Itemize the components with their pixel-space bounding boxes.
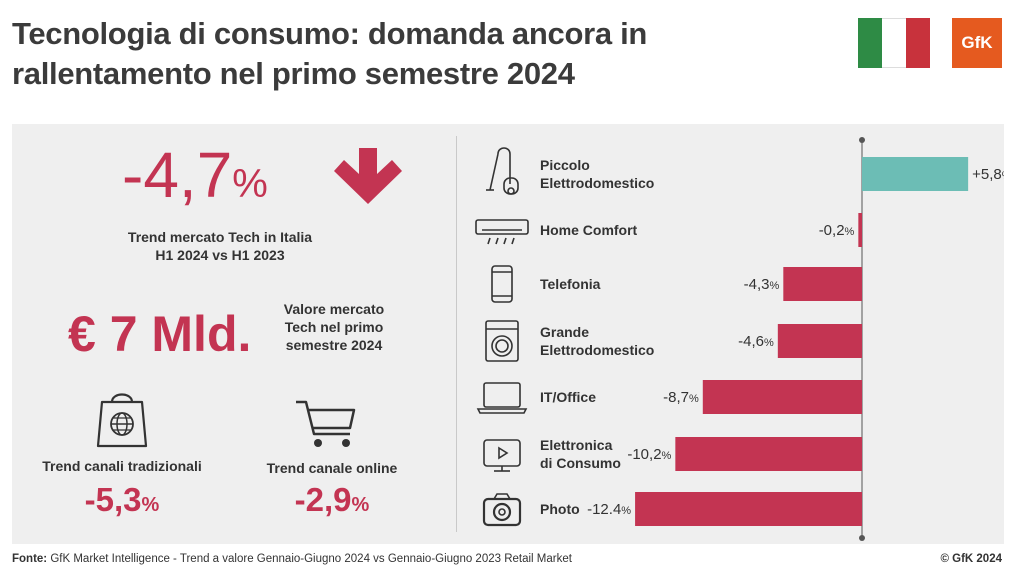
tv-icon [483, 439, 521, 472]
bar [675, 437, 862, 471]
bar [783, 267, 862, 301]
title-line-1: Tecnologia di consumo: domanda ancora in [12, 16, 648, 51]
value-label: -4,3% [744, 276, 780, 293]
camera-icon [482, 493, 522, 527]
value-label: +5,8% [972, 166, 1004, 183]
shopping-bag-icon [96, 393, 148, 448]
bar [635, 492, 862, 526]
value-label: -4,6% [738, 333, 774, 350]
category-label: Photo [540, 501, 580, 517]
market-value-label: Valore mercato Tech nel primo semestre 2… [283, 301, 385, 353]
vacuum-cleaner-icon [486, 147, 519, 195]
tech-trend-unit: % [232, 162, 268, 206]
category-label: Home Comfort [540, 222, 638, 238]
market-value: € 7 Mld. [68, 306, 252, 362]
bar [862, 157, 969, 191]
value-label: -8,7% [663, 389, 699, 406]
online-channel-label: Trend canale online [266, 460, 398, 476]
page-title: Tecnologia di consumo: domanda ancora in… [12, 14, 792, 94]
traditional-channel-label: Trend canali tradizionali [42, 458, 202, 474]
tech-trend-value: -4,7% [122, 139, 268, 211]
category-label: IT/Office [540, 389, 596, 405]
value-label: -10,2% [627, 446, 671, 463]
smartphone-icon [491, 265, 513, 303]
axis-top-dot [859, 137, 865, 143]
air-conditioner-icon [475, 219, 529, 245]
bar [858, 213, 862, 247]
axis-bottom-dot [859, 535, 865, 541]
italy-flag-icon [858, 18, 930, 68]
infographic-panel: -4,7% Trend mercato Tech in Italia H1 20… [12, 124, 1004, 544]
traditional-channel-value: -5,3% [84, 481, 160, 518]
value-label: -12.4% [587, 501, 631, 518]
source-note: Fonte: GfK Market Intelligence - Trend a… [12, 553, 572, 565]
washing-machine-icon [485, 320, 519, 362]
title-line-2: rallentamento nel primo semestre 2024 [12, 56, 575, 91]
shopping-cart-icon [296, 400, 356, 447]
tech-trend-label: Trend mercato Tech in Italia H1 2024 vs … [127, 229, 313, 263]
value-label: -0,2% [819, 222, 855, 239]
laptop-icon [476, 382, 528, 414]
category-label: Elettronica di Consumo [540, 437, 621, 471]
category-label: Grande Elettrodomestico [540, 324, 654, 358]
copyright: © GfK 2024 [940, 553, 1002, 565]
online-channel-value: -2,9% [294, 481, 370, 518]
gfk-logo: GfK [952, 18, 1002, 68]
bar [777, 324, 862, 358]
category-label: Piccolo Elettrodomestico [540, 157, 654, 191]
bar [702, 380, 862, 414]
category-label: Telefonia [540, 276, 601, 292]
arrow-down-icon [334, 148, 402, 204]
panel-divider [456, 136, 457, 532]
